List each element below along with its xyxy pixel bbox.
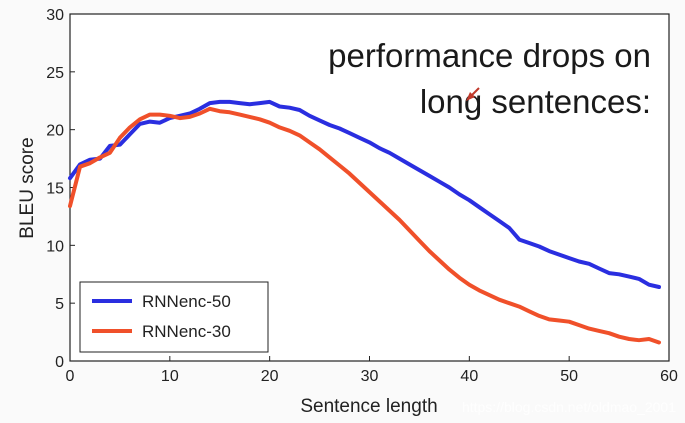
x-axis-label: Sentence length [300,396,437,417]
cursor-arrow-icon [466,87,480,101]
y-tick-label: 10 [46,238,64,255]
x-tick-label: 20 [261,368,279,385]
legend: RNNenc-50 RNNenc-30 [79,281,269,353]
x-tick-label: 10 [161,368,179,385]
series-line-rnnenc-30 [68,106,661,345]
legend-label-rnnenc-30: RNNenc-30 [142,322,231,341]
x-tick-label: 30 [361,368,379,385]
legend-label-rnnenc-50: RNNenc-50 [142,292,231,311]
legend-box [79,281,269,353]
y-tick-label: 0 [55,354,64,371]
y-tick-label: 5 [55,296,64,313]
y-tick-label: 30 [46,7,64,24]
annotation-line-2: long sentences: [420,83,651,120]
annotation-line-1: performance drops on [328,37,651,74]
y-tick-label: 15 [46,181,64,198]
y-axis-label: BLEU score [17,137,38,238]
series-line-rnnenc-50 [68,99,661,289]
x-tick-label: 50 [560,368,578,385]
x-tick-label: 0 [66,368,75,385]
y-tick-label: 20 [46,123,64,140]
watermark: https://blog.csdn.net/oldmao_2001 [462,399,676,415]
series-lines [68,99,661,345]
y-tick-label: 25 [46,65,64,82]
x-tick-label: 60 [660,368,678,385]
x-tick-label: 40 [460,368,478,385]
axis-ticks: 0 10 20 30 40 50 60 0 5 10 15 20 25 30 [46,7,678,385]
